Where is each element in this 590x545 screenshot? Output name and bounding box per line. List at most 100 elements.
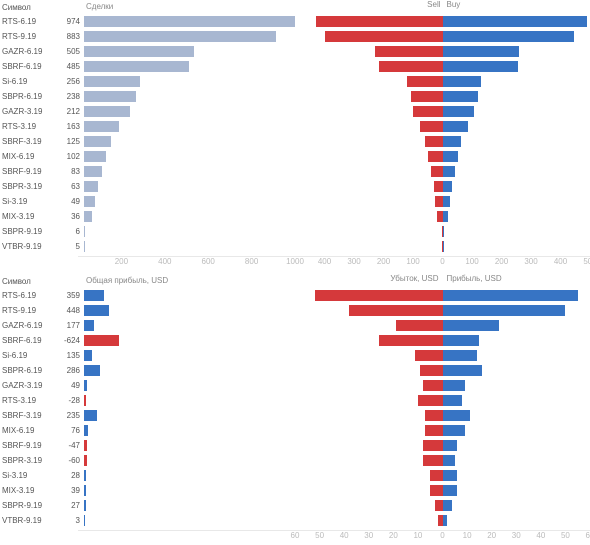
deals-row: SBPR-6.19238 [0,89,295,104]
panel-deals: СимволСделкиRTS-6.19974RTS-9.19883GAZR-6… [0,0,295,271]
buy-bar [443,136,461,147]
symbol-label: GAZR-3.19 [0,381,52,390]
axis-tick: 400 [318,257,331,266]
deals-row: SBRF-6.19485 [0,59,295,74]
axis-tick: 200 [495,257,508,266]
axis-tick: 600 [202,257,215,266]
deals-value: 505 [52,47,84,56]
axis-tick: 100 [406,257,419,266]
lossprofit-row [295,318,590,333]
sellbuy-row [295,149,590,164]
buy-bar [443,181,452,192]
lossprofit-row [295,423,590,438]
lossprofit-row [295,288,590,303]
sell-bar [420,121,442,132]
lossprofit-row [295,333,590,348]
symbol-label: SBRF-9.19 [0,167,52,176]
symbol-label: SBPR-6.19 [0,366,52,375]
symbol-label: Si-6.19 [0,351,52,360]
loss-bar [423,380,443,391]
pnl-row: SBPR-9.1927 [0,498,295,513]
sellbuy-row [295,164,590,179]
axis-tick: 30 [512,531,521,540]
sellbuy-row [295,224,590,239]
pnl-row: SBRF-6.19-624 [0,333,295,348]
lossprofit-row [295,483,590,498]
sell-bar [413,106,443,117]
pnl-value: -60 [52,456,84,465]
pnl-row: Si-6.19135 [0,348,295,363]
axis-tick: 400 [554,257,567,266]
symbol-label: GAZR-3.19 [0,107,52,116]
deals-bar [84,91,136,102]
deals-row: RTS-6.19974 [0,14,295,29]
symbol-label: Si-3.19 [0,197,52,206]
panel-total-pnl: СимволОбщая прибыль, USDRTS-6.19359RTS-9… [0,274,295,545]
pnl-row: SBRF-3.19235 [0,408,295,423]
pnl-value: 49 [52,381,84,390]
buy-bar [443,121,468,132]
deals-bar [84,31,276,42]
deals-value: 36 [52,212,84,221]
deals-row: VTBR-9.195 [0,239,295,254]
sell-bar [428,151,442,162]
lossprofit-row [295,438,590,453]
sellbuy-row [295,119,590,134]
pnl-bar [84,380,87,391]
sellbuy-row [295,209,590,224]
deals-value: 102 [52,152,84,161]
deals-bar [84,181,98,192]
symbol-label: RTS-6.19 [0,17,52,26]
buy-bar [443,166,455,177]
symbol-label: GAZR-6.19 [0,47,52,56]
deals-row: SBPR-9.196 [0,224,295,239]
sellbuy-row [295,14,590,29]
pnl-value: -624 [52,336,84,345]
loss-bar [415,350,442,361]
pnl-bar [84,485,86,496]
sell-bar [425,136,443,147]
profit-bar [443,515,448,526]
deals-value: 49 [52,197,84,206]
pnl-bar [84,455,87,466]
symbol-label: MIX-3.19 [0,212,52,221]
symbol-label: SBPR-9.19 [0,227,52,236]
loss-bar [420,365,442,376]
header-profit: Прибыль, USD [447,274,502,283]
pnl-row: MIX-6.1976 [0,423,295,438]
pnl-row: MIX-3.1939 [0,483,295,498]
sell-bar [379,61,442,72]
deals-bar [84,76,140,87]
loss-bar [315,290,443,301]
axis-tick: 60 [291,531,300,540]
header-loss: Убыток, USD [373,274,439,283]
loss-bar [418,395,443,406]
symbol-label: RTS-3.19 [0,122,52,131]
buy-bar [443,16,588,27]
symbol-label: SBPR-3.19 [0,456,52,465]
deals-row: MIX-3.1936 [0,209,295,224]
symbol-label: MIX-6.19 [0,426,52,435]
symbol-label: MIX-6.19 [0,152,52,161]
profit-bar [443,500,453,511]
deals-value: 256 [52,77,84,86]
deals-bar [84,226,85,237]
lossprofit-row [295,378,590,393]
symbol-label: SBRF-3.19 [0,137,52,146]
symbol-label: SBRF-3.19 [0,411,52,420]
symbol-label: RTS-6.19 [0,291,52,300]
symbol-label: VTBR-9.19 [0,516,52,525]
pnl-value: 135 [52,351,84,360]
profit-bar [443,305,566,316]
pnl-value: 76 [52,426,84,435]
symbol-label: VTBR-9.19 [0,242,52,251]
loss-bar [425,425,442,436]
deals-value: 83 [52,167,84,176]
panel-loss-profit: Убыток, USDПрибыль, USD60504030201001020… [295,274,590,545]
axis-tick: 400 [158,257,171,266]
loss-bar [435,500,442,511]
deals-bar [84,46,194,57]
pnl-value: -28 [52,396,84,405]
sell-bar [316,16,443,27]
sell-bar [435,196,442,207]
